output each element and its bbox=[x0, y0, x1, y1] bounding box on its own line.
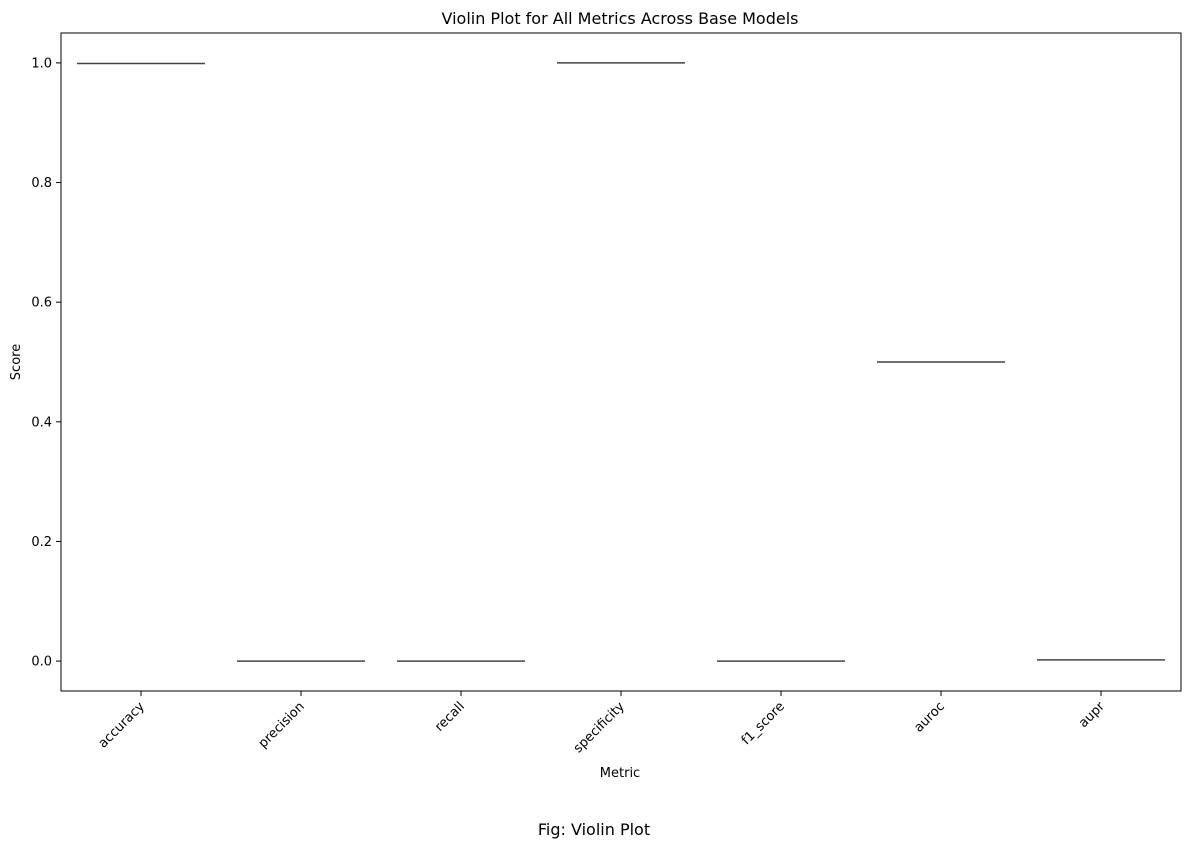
y-tick-label: 0.8 bbox=[31, 176, 52, 191]
x-tick-label-f1_score: f1_score bbox=[739, 699, 788, 748]
y-axis-label: Score bbox=[9, 344, 24, 380]
plot-area: 0.0 0.2 0.4 0.6 0.8 1.0 accuracy precision reca… bbox=[31, 32, 1182, 756]
x-axis: accuracy precision recall specificity f1_sco… bbox=[96, 691, 1108, 756]
y-tick-label: 0.6 bbox=[31, 296, 52, 311]
x-axis-label: Metric bbox=[600, 766, 640, 781]
x-tick-label-specificity: specificity bbox=[571, 699, 628, 756]
chart-title: Violin Plot for All Metrics Across Base … bbox=[441, 9, 798, 28]
y-tick-label: 0.0 bbox=[31, 655, 52, 670]
x-tick-label-recall: recall bbox=[432, 699, 468, 735]
x-tick-label-accuracy: accuracy bbox=[96, 699, 148, 751]
figure-caption: Fig: Violin Plot bbox=[538, 820, 650, 839]
x-tick-label-aupr: aupr bbox=[1076, 699, 1108, 731]
violin-marks bbox=[77, 62, 1165, 662]
y-tick-label: 1.0 bbox=[31, 56, 52, 71]
y-tick-label: 0.2 bbox=[31, 535, 52, 550]
axes-frame bbox=[60, 32, 1182, 692]
x-tick-label-auroc: auroc bbox=[912, 699, 948, 735]
x-tick-label-precision: precision bbox=[256, 699, 308, 751]
y-axis: 0.0 0.2 0.4 0.6 0.8 1.0 bbox=[31, 56, 61, 670]
y-tick-label: 0.4 bbox=[31, 415, 52, 430]
